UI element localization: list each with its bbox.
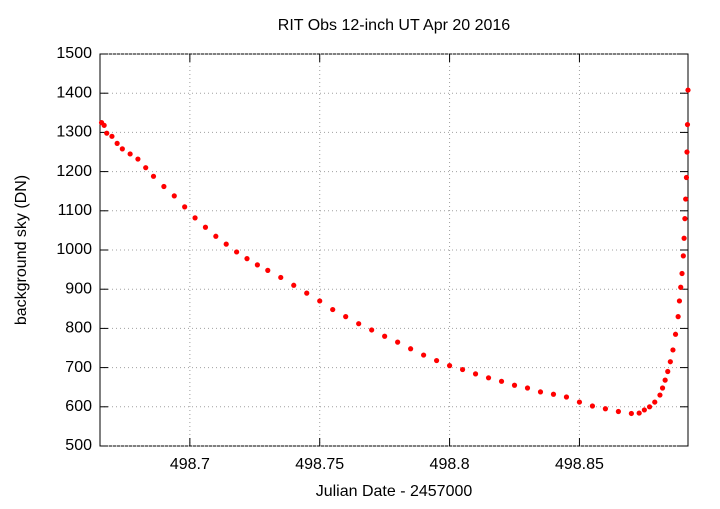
- data-point: [485, 375, 492, 381]
- data-point: [278, 274, 284, 281]
- data-point: [291, 282, 297, 288]
- chart-title: RIT Obs 12-inch UT Apr 20 2016: [278, 17, 511, 34]
- data-point: [684, 121, 691, 128]
- y-tick-label: 600: [65, 398, 92, 415]
- data-point: [636, 410, 642, 416]
- data-point: [202, 224, 209, 230]
- data-point: [459, 366, 466, 373]
- data-point: [213, 233, 219, 239]
- data-point: [550, 391, 557, 397]
- data-point: [680, 253, 686, 259]
- data-point: [382, 333, 388, 339]
- x-tick-label: 498.7: [170, 456, 210, 473]
- data-point: [408, 346, 414, 352]
- data-point: [685, 87, 691, 93]
- data-point: [433, 357, 440, 364]
- data-point: [254, 262, 260, 268]
- data-point: [182, 204, 188, 210]
- data-point: [421, 352, 427, 358]
- x-tick-label: 498.85: [555, 456, 604, 473]
- data-point: [646, 404, 653, 410]
- y-tick-label: 1500: [56, 45, 92, 62]
- y-tick-label: 1000: [56, 241, 92, 258]
- y-tick-label: 1400: [56, 84, 92, 101]
- data-point: [615, 408, 621, 415]
- data-point: [265, 267, 271, 273]
- data-point: [682, 216, 688, 222]
- data-point: [602, 406, 609, 412]
- x-tick-label: 498.75: [295, 456, 344, 473]
- data-point: [104, 130, 110, 136]
- data-point: [150, 173, 157, 179]
- data-point: [524, 385, 531, 391]
- data-point: [681, 235, 687, 241]
- data-point: [628, 410, 634, 417]
- data-point: [161, 183, 167, 190]
- data-point: [667, 359, 673, 365]
- data-point: [683, 174, 690, 181]
- data-point: [446, 363, 453, 369]
- y-tick-label: 1100: [58, 202, 93, 219]
- y-tick-label: 900: [65, 280, 92, 297]
- data-point: [659, 385, 666, 391]
- data-point: [114, 140, 120, 146]
- data-point: [670, 347, 676, 353]
- data-point: [563, 394, 570, 400]
- x-tick-label: 498.8: [430, 456, 470, 473]
- data-point: [119, 146, 125, 152]
- data-point: [472, 371, 479, 377]
- data-point: [657, 392, 663, 398]
- data-point: [244, 256, 250, 262]
- data-point: [537, 389, 544, 395]
- x-axis-label: Julian Date - 2457000: [316, 483, 473, 500]
- data-point: [135, 156, 141, 162]
- data-point: [127, 151, 133, 157]
- y-tick-label: 500: [65, 437, 92, 454]
- data-point: [109, 133, 115, 139]
- data-point: [675, 314, 681, 320]
- data-point: [652, 399, 658, 405]
- data-point: [665, 368, 671, 375]
- data-point: [672, 331, 679, 337]
- data-point: [356, 321, 362, 327]
- data-point: [676, 298, 683, 304]
- data-point: [589, 403, 596, 409]
- data-point: [223, 241, 229, 247]
- data-point: [317, 298, 323, 304]
- data-point: [684, 149, 690, 155]
- data-point: [192, 215, 198, 221]
- data-point: [143, 165, 149, 171]
- data-point: [171, 193, 177, 199]
- data-point: [678, 284, 684, 290]
- data-point: [498, 378, 505, 384]
- y-tick-label: 1300: [56, 124, 92, 141]
- data-point: [641, 407, 647, 413]
- data-point: [330, 306, 336, 313]
- y-axis-label: background sky (DN): [13, 175, 30, 325]
- data-point: [304, 290, 310, 296]
- data-point: [511, 382, 518, 388]
- y-tick-label: 700: [65, 359, 92, 376]
- data-point: [683, 196, 689, 202]
- data-point: [576, 399, 583, 405]
- data-point: [369, 327, 375, 333]
- data-point: [234, 249, 240, 255]
- data-point: [101, 122, 107, 128]
- y-tick-label: 1200: [56, 163, 92, 180]
- data-point: [662, 377, 668, 383]
- data-point: [679, 270, 685, 277]
- data-point: [395, 339, 401, 345]
- y-tick-label: 800: [65, 320, 92, 337]
- data-point: [343, 314, 349, 320]
